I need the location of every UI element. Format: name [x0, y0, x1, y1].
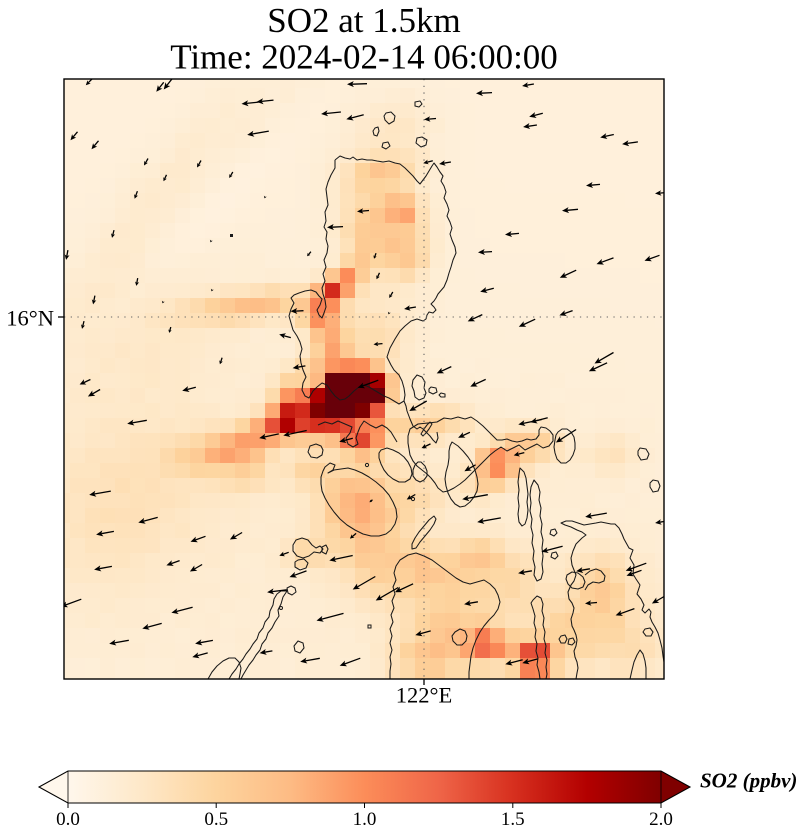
svg-text:0.5: 0.5 — [204, 809, 228, 830]
svg-text:16°N: 16°N — [6, 306, 54, 331]
svg-text:Time: 2024-02-14 06:00:00: Time: 2024-02-14 06:00:00 — [170, 38, 558, 77]
svg-text:122°E: 122°E — [396, 683, 453, 708]
svg-text:2.0: 2.0 — [649, 809, 673, 830]
svg-text:1.0: 1.0 — [353, 809, 377, 830]
svg-text:SO2 (ppbv): SO2 (ppbv) — [700, 769, 797, 793]
svg-text:SO2 at 1.5km: SO2 at 1.5km — [267, 1, 460, 40]
svg-text:0.0: 0.0 — [56, 809, 80, 830]
svg-text:1.5: 1.5 — [501, 809, 525, 830]
